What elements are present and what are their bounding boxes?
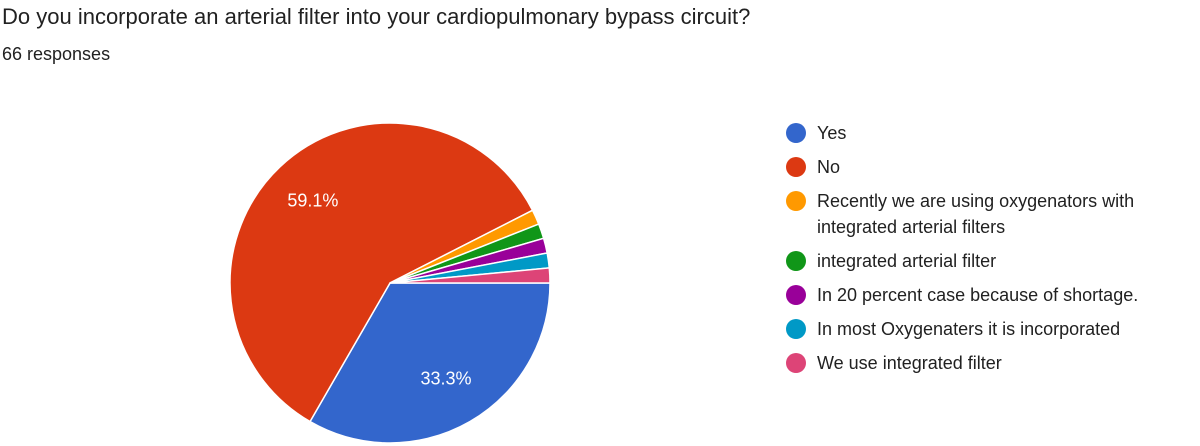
legend-item: No	[786, 154, 1196, 180]
slice-label: 59.1%	[287, 191, 338, 211]
legend-swatch	[786, 123, 806, 143]
legend-label: Recently we are using oxygenators with i…	[817, 191, 1135, 237]
legend-label: In most Oxygenaters it is incorporated	[817, 319, 1121, 339]
pie-slice	[229, 122, 534, 423]
legend-label: We use integrated filter	[817, 353, 1002, 373]
legend-swatch	[786, 319, 806, 339]
legend-label: In 20 percent case because of shortage.	[817, 285, 1139, 305]
legend-swatch	[786, 285, 806, 305]
chart-title: Do you incorporate an arterial filter in…	[2, 4, 751, 29]
legend-swatch	[786, 353, 806, 373]
pie-slice	[308, 282, 551, 444]
legend-swatch	[786, 251, 806, 271]
legend-item: Recently we are using oxygenators with i…	[786, 188, 1196, 240]
legend-item: Yes	[786, 120, 1196, 146]
legend-item: integrated arterial filter	[786, 248, 1196, 274]
response-count: 66 responses	[2, 44, 111, 64]
chart: 33.3% 59.1%	[229, 122, 551, 444]
slice-label: 33.3%	[420, 369, 471, 389]
legend-item: In most Oxygenaters it is incorporated	[786, 316, 1196, 342]
legend-swatch	[786, 191, 806, 211]
legend-label: integrated arterial filter	[817, 251, 997, 271]
legend-swatch	[786, 157, 806, 177]
legend-label: Yes	[817, 123, 847, 143]
pie-slice	[389, 267, 551, 284]
legend-item: We use integrated filter	[786, 350, 1196, 376]
legend-item: In 20 percent case because of shortage.	[786, 282, 1196, 308]
legend-label: No	[817, 157, 841, 177]
